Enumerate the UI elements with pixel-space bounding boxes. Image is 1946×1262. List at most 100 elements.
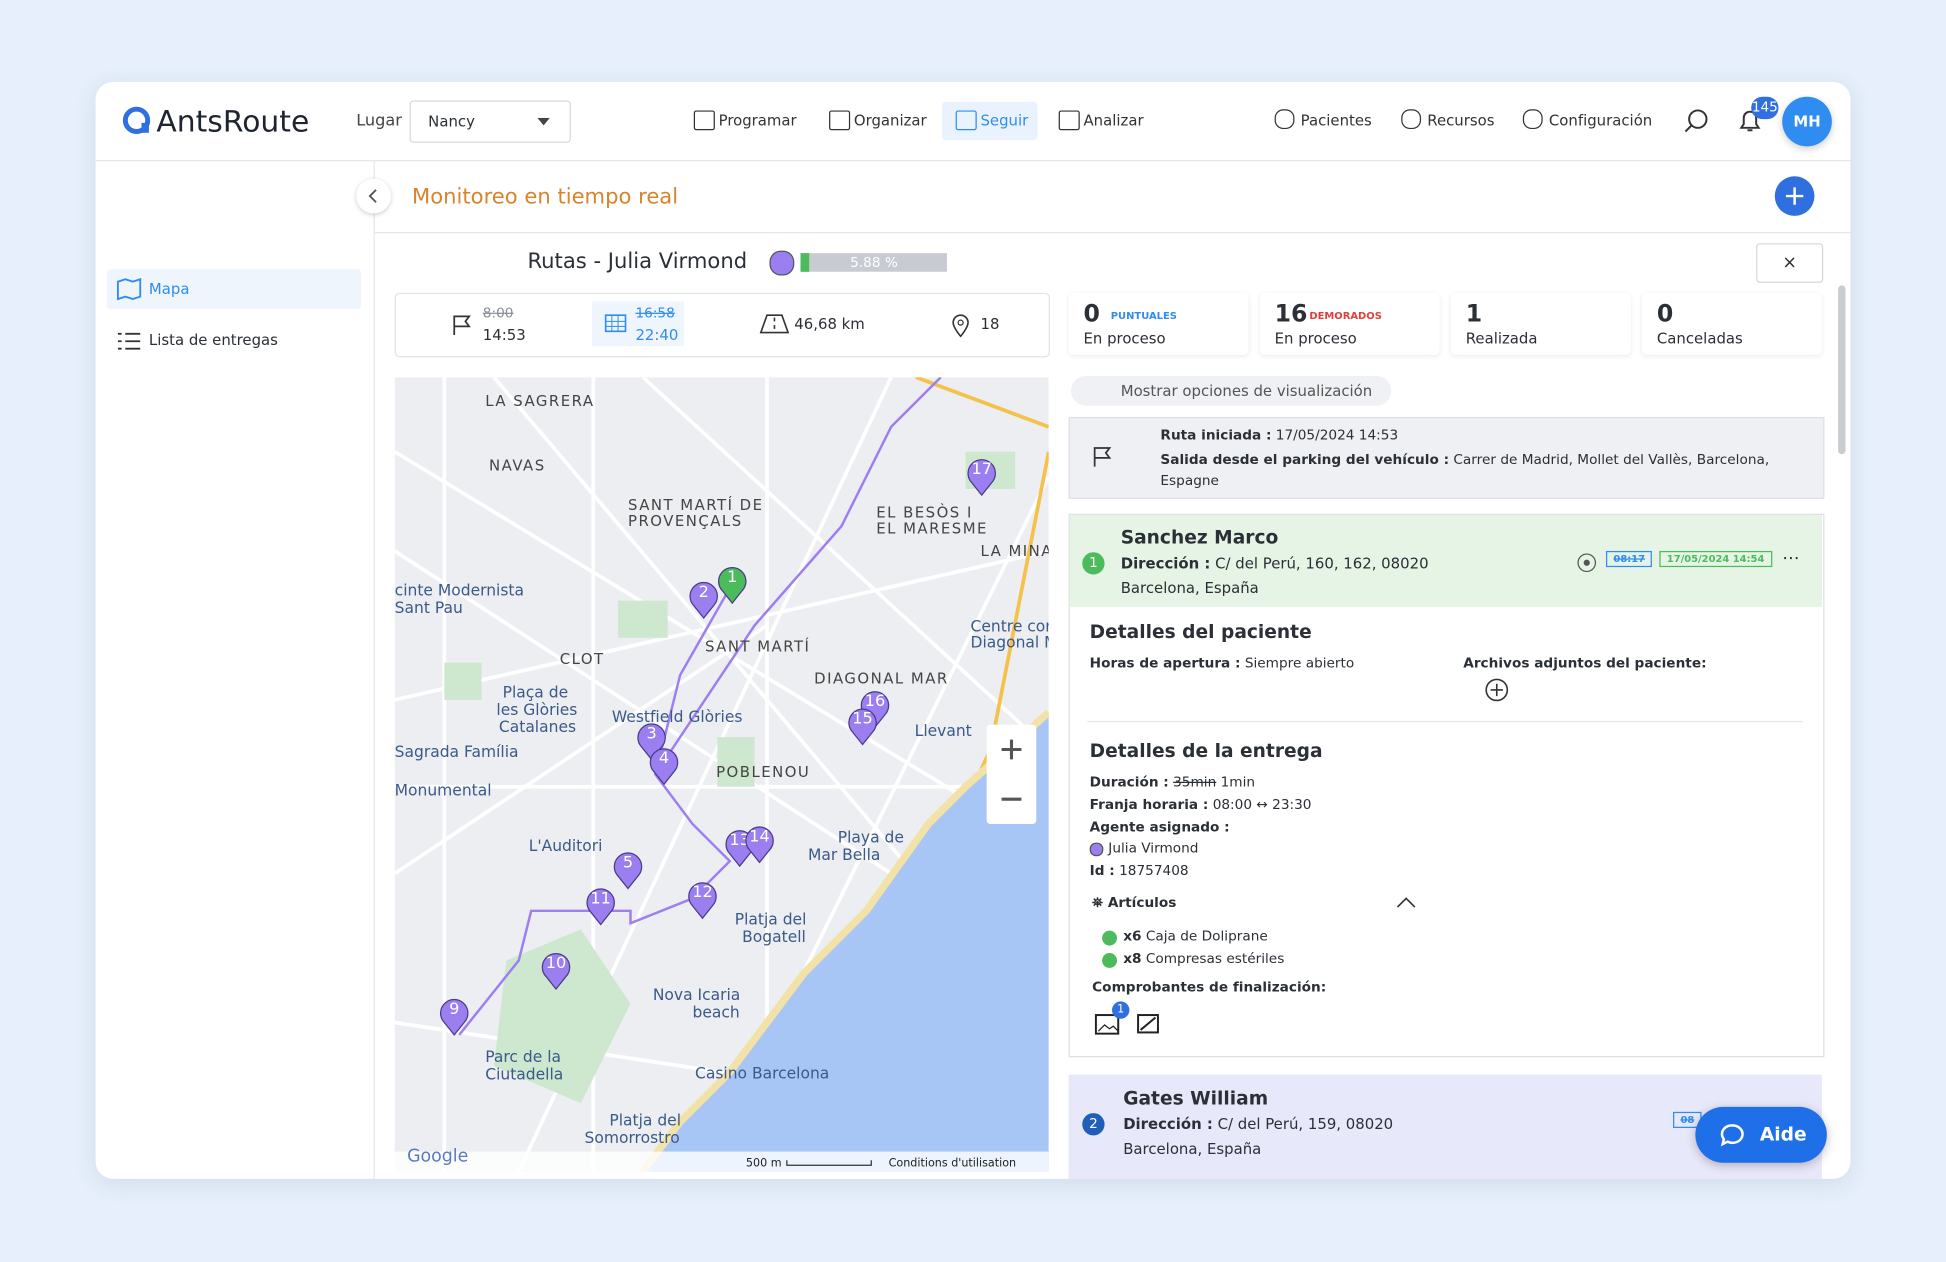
- map-marker[interactable]: 4: [649, 748, 679, 786]
- nav-icon: [829, 110, 851, 131]
- marker-pin: [689, 582, 718, 619]
- map-label: Casino Barcelona: [695, 1064, 829, 1082]
- map-label: Monumental: [395, 781, 492, 799]
- article-name: Caja de Doliprane: [1145, 928, 1268, 945]
- nav-item[interactable]: Recursos: [1427, 111, 1495, 130]
- marker-pin: [649, 748, 679, 786]
- value: 08:00 ↔ 23:30: [1212, 796, 1312, 813]
- flag-icon: [453, 315, 471, 336]
- nav-item[interactable]: Seguir: [980, 111, 1029, 130]
- marker-pin: [613, 852, 643, 890]
- nav-item[interactable]: Programar: [718, 111, 797, 130]
- map-scale: 500 m: [746, 1156, 782, 1169]
- marker-pin: [541, 953, 571, 990]
- nav-item[interactable]: Organizar: [853, 111, 927, 130]
- map-attribution: Google: [407, 1146, 468, 1166]
- nav-icon: [1274, 109, 1295, 130]
- signature-icon[interactable]: [1136, 1013, 1163, 1035]
- map-label: Ciutadella: [485, 1066, 563, 1084]
- map-marker[interactable]: 15: [848, 708, 877, 746]
- map-label: PROVENÇALS: [628, 512, 743, 530]
- map-label: Sagrada Família: [395, 743, 519, 761]
- stop-number: 2: [1082, 1113, 1105, 1136]
- photo-icon[interactable]: [1094, 1010, 1122, 1035]
- map-marker[interactable]: 1: [718, 567, 747, 605]
- map-marker[interactable]: 10: [541, 953, 571, 990]
- stop-header: [1069, 514, 1822, 607]
- nav-item[interactable]: Analizar: [1083, 111, 1144, 130]
- map-marker[interactable]: 11: [586, 888, 615, 926]
- add-button[interactable]: [1774, 176, 1815, 216]
- place-value: Nancy: [428, 112, 475, 131]
- search-icon[interactable]: [1682, 107, 1712, 137]
- stat-card: 0 PUNTUALES En proceso: [1068, 292, 1249, 355]
- map-label: Bogatell: [742, 928, 806, 946]
- collapse-button[interactable]: [356, 178, 391, 214]
- filter-button[interactable]: Mostrar opciones de visualización: [1071, 375, 1392, 406]
- map-marker[interactable]: 2: [689, 582, 718, 619]
- address: C/ del Perú, 159, 08020: [1217, 1115, 1394, 1133]
- marker-number: 5: [623, 852, 633, 871]
- map-label: EL MARESME: [876, 520, 988, 538]
- title-divider: [374, 232, 1851, 234]
- map-marker[interactable]: 14: [745, 826, 774, 864]
- divider: [1087, 720, 1804, 723]
- help-button[interactable]: Aide: [1695, 1106, 1827, 1163]
- marker-pin: [745, 826, 774, 864]
- label: Agente asignado :: [1089, 818, 1230, 836]
- stops-count: 18: [980, 315, 1000, 333]
- stat-card: 1 Realizada: [1450, 292, 1631, 355]
- marker-number: 3: [646, 723, 656, 742]
- filter-label: Mostrar opciones de visualización: [1120, 382, 1373, 400]
- add-attachment[interactable]: [1484, 678, 1509, 703]
- nav-active-bg: [941, 101, 1038, 141]
- sidebar-item[interactable]: Lista de entregas: [148, 331, 278, 349]
- notification-badge: 145: [1751, 96, 1779, 120]
- articles-title: Artículos: [1107, 894, 1177, 911]
- sidebar-divider: [373, 161, 375, 1179]
- avatar[interactable]: MH: [1782, 96, 1832, 147]
- address: C/ del Perú, 160, 162, 08020: [1215, 554, 1429, 573]
- stat-count: 0: [1656, 300, 1674, 328]
- marker-pin: [967, 459, 996, 497]
- marker-number: 2: [699, 582, 709, 601]
- check-icon: [1102, 953, 1117, 968]
- collapse-articles[interactable]: [1396, 896, 1416, 908]
- bell-icon[interactable]: [1736, 107, 1763, 137]
- distance: 46,68 km: [794, 315, 865, 333]
- stop-card: [1068, 513, 1825, 1058]
- map-terms[interactable]: Conditions d'utilisation: [889, 1156, 1017, 1169]
- map-label: cinte Modernista: [395, 582, 524, 600]
- stat-count: 16: [1274, 300, 1308, 328]
- marker-number: 15: [852, 708, 873, 727]
- map-label: Nova Icaria: [653, 986, 740, 1004]
- map-label: SANT MARTÍ DE: [628, 496, 764, 514]
- place-select[interactable]: Nancy: [409, 100, 571, 143]
- stat-label: Realizada: [1465, 330, 1538, 348]
- more-button[interactable]: ⋯: [1782, 548, 1800, 569]
- nav-item[interactable]: Configuración: [1548, 111, 1653, 130]
- scrollbar: [1838, 285, 1846, 455]
- map-label: Parc de la: [485, 1048, 561, 1066]
- marker-pin: [688, 882, 717, 920]
- proof-count: 1: [1112, 1001, 1130, 1019]
- map-marker[interactable]: 9: [440, 999, 469, 1036]
- agent-color: [1089, 842, 1104, 857]
- agent-color: [769, 250, 795, 276]
- map-label: SANT MARTÍ: [705, 637, 810, 655]
- nav-item[interactable]: Pacientes: [1300, 111, 1372, 130]
- finish-icon: [604, 314, 627, 333]
- proofs-title: Comprobantes de finalización:: [1092, 979, 1327, 996]
- label: Duración :: [1089, 774, 1169, 791]
- close-button[interactable]: ×: [1756, 243, 1824, 283]
- marker-number: 11: [590, 888, 611, 907]
- zoom-controls[interactable]: [986, 724, 1037, 824]
- map-label: DIAGONAL MAR: [814, 670, 949, 688]
- label: Horas de apertura :: [1089, 655, 1241, 672]
- map-marker[interactable]: 5: [613, 852, 643, 890]
- map-marker[interactable]: 12: [688, 882, 717, 920]
- map-marker[interactable]: 17: [967, 459, 996, 497]
- sidebar-item[interactable]: Mapa: [148, 280, 190, 298]
